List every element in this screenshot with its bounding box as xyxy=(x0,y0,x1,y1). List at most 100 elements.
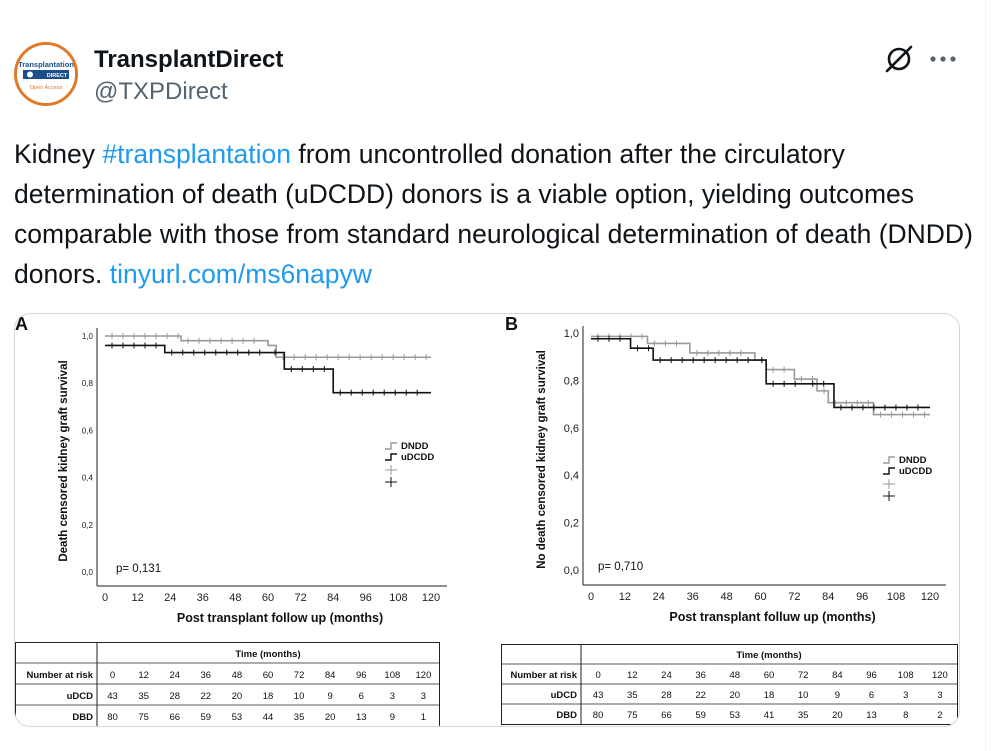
x-axis-label: Post transplant follow up (months) xyxy=(177,611,383,625)
legend-label: uDCDD xyxy=(401,452,434,463)
risk-table-cell: 8 xyxy=(903,710,908,721)
risk-table-cell: 80 xyxy=(107,712,118,723)
legend-swatch xyxy=(883,467,895,475)
risk-table-cell: 20 xyxy=(325,712,336,723)
grok-icon[interactable] xyxy=(884,44,914,74)
risk-table-time: 60 xyxy=(764,670,775,681)
risk-table-cell: 6 xyxy=(359,691,364,702)
risk-table-cell: 35 xyxy=(798,710,809,721)
risk-table-cell: 22 xyxy=(695,690,706,701)
p-value-label: p= 0,710 xyxy=(598,561,643,573)
risk-table-border xyxy=(15,642,440,726)
risk-table-time: 12 xyxy=(138,670,149,681)
x-tick-label: 72 xyxy=(788,591,800,603)
series-line-udcdd xyxy=(105,344,431,394)
risk-table-time: 0 xyxy=(110,670,115,681)
risk-table-cell: 66 xyxy=(661,710,672,721)
x-tick-label: 120 xyxy=(422,592,440,604)
y-tick-label: 0,4 xyxy=(82,474,94,483)
p-value-label: p= 0,131 xyxy=(116,563,161,575)
risk-table-cell: 59 xyxy=(695,710,706,721)
risk-table-cell: 41 xyxy=(764,710,775,721)
y-axis-label: No death censored kidney graft survival xyxy=(536,350,548,569)
risk-table-time: 96 xyxy=(356,670,367,681)
risk-table-cell: 20 xyxy=(232,691,243,702)
risk-table-title: Time (months) xyxy=(235,649,300,660)
x-tick-label: 84 xyxy=(327,592,339,604)
risk-table-header-label: Number at risk xyxy=(510,670,577,681)
y-tick-label: 0,2 xyxy=(564,518,579,530)
risk-table-cell: 3 xyxy=(903,690,908,701)
hashtag-link[interactable]: #transplantation xyxy=(102,139,291,169)
risk-table-time: 48 xyxy=(232,670,243,681)
risk-table-cell: 20 xyxy=(730,690,741,701)
risk-table-cell: 53 xyxy=(232,712,243,723)
legend-swatch xyxy=(883,456,895,464)
x-tick-label: 48 xyxy=(720,591,732,603)
risk-table-cell: 10 xyxy=(294,691,305,702)
risk-table-cell: 2 xyxy=(937,710,942,721)
series-line-dndd xyxy=(105,335,431,359)
avatar-text: Transplantation xyxy=(18,60,74,69)
survival-charts: A0,00,20,40,60,81,00 12 24 36 48 60 72 84 96 108 1… xyxy=(15,314,958,726)
y-tick-label: 0,6 xyxy=(82,426,94,435)
risk-table-cell: 75 xyxy=(627,710,638,721)
y-tick-label: 1,0 xyxy=(564,328,579,340)
risk-table-time: 72 xyxy=(798,670,809,681)
x-tick-label: 24 xyxy=(653,591,665,603)
more-icon[interactable] xyxy=(928,44,958,74)
y-tick-label: 0,2 xyxy=(82,521,94,530)
risk-table-cell: 6 xyxy=(869,690,874,701)
risk-table-cell: 3 xyxy=(390,691,395,702)
x-tick-label: 60 xyxy=(262,592,274,604)
x-tick-label: 36 xyxy=(197,592,209,604)
x-tick-label: 108 xyxy=(887,591,905,603)
x-tick-label: 72 xyxy=(294,592,306,604)
panel-label: B xyxy=(505,314,518,334)
risk-table-time: 72 xyxy=(294,670,305,681)
risk-table-time: 48 xyxy=(730,670,741,681)
risk-table-row-label: uDCD xyxy=(67,691,94,702)
y-axis-label: Death censored kidney graft survival xyxy=(58,360,70,561)
risk-table-time: 84 xyxy=(325,670,336,681)
x-axis-label: Post transplant folluw up (months) xyxy=(669,610,875,624)
risk-table-row-label: DBD xyxy=(72,712,93,723)
risk-table-time: 108 xyxy=(898,670,914,681)
risk-table-time: 24 xyxy=(661,670,672,681)
risk-table-cell: 18 xyxy=(263,691,274,702)
risk-table-time: 36 xyxy=(695,670,706,681)
risk-table-row-label: DBD xyxy=(556,710,577,721)
risk-table-time: 96 xyxy=(866,670,877,681)
risk-table-row-label: uDCD xyxy=(551,690,578,701)
risk-table-cell: 43 xyxy=(593,690,604,701)
x-tick-label: 60 xyxy=(754,591,766,603)
risk-table-cell: 22 xyxy=(201,691,212,702)
media-image[interactable]: A 0,0 0,2 0,4 0,6 0,8 1,0 0 12 24 36 48 60 72 84 96 108 1… xyxy=(14,313,960,727)
risk-table-cell: 80 xyxy=(593,710,604,721)
risk-table-cell: 44 xyxy=(263,712,274,723)
author-handle[interactable]: @TXPDirect xyxy=(94,78,228,105)
x-tick-label: 84 xyxy=(822,591,834,603)
author-name[interactable]: TransplantDirect xyxy=(94,46,284,73)
x-tick-label: 0 xyxy=(102,592,108,604)
x-tick-label: 36 xyxy=(687,591,699,603)
panel-label: A xyxy=(15,314,28,334)
risk-table-cell: 10 xyxy=(798,690,809,701)
avatar-sub: DIRECT xyxy=(47,73,68,79)
tweet-text-body: from uncontrolled donation after the cir… xyxy=(14,139,973,289)
column-divider xyxy=(985,0,986,751)
x-tick-label: 108 xyxy=(389,592,407,604)
avatar[interactable]: Transplantation DIRECT Open Access xyxy=(14,42,78,106)
url-link[interactable]: tinyurl.com/ms6napyw xyxy=(109,259,372,289)
risk-table-cell: 59 xyxy=(201,712,212,723)
legend-label: DNDD xyxy=(401,441,429,452)
risk-table-cell: 9 xyxy=(835,690,840,701)
transplantation-logo: Transplantation DIRECT Open Access xyxy=(17,45,75,103)
risk-table-time: 60 xyxy=(263,670,274,681)
risk-table-cell: 3 xyxy=(421,691,426,702)
risk-table-time: 108 xyxy=(384,670,400,681)
risk-table-cell: 18 xyxy=(764,690,775,701)
series-line-dndd xyxy=(591,335,930,416)
y-tick-label: 0,0 xyxy=(82,568,94,577)
x-tick-label: 48 xyxy=(229,592,241,604)
